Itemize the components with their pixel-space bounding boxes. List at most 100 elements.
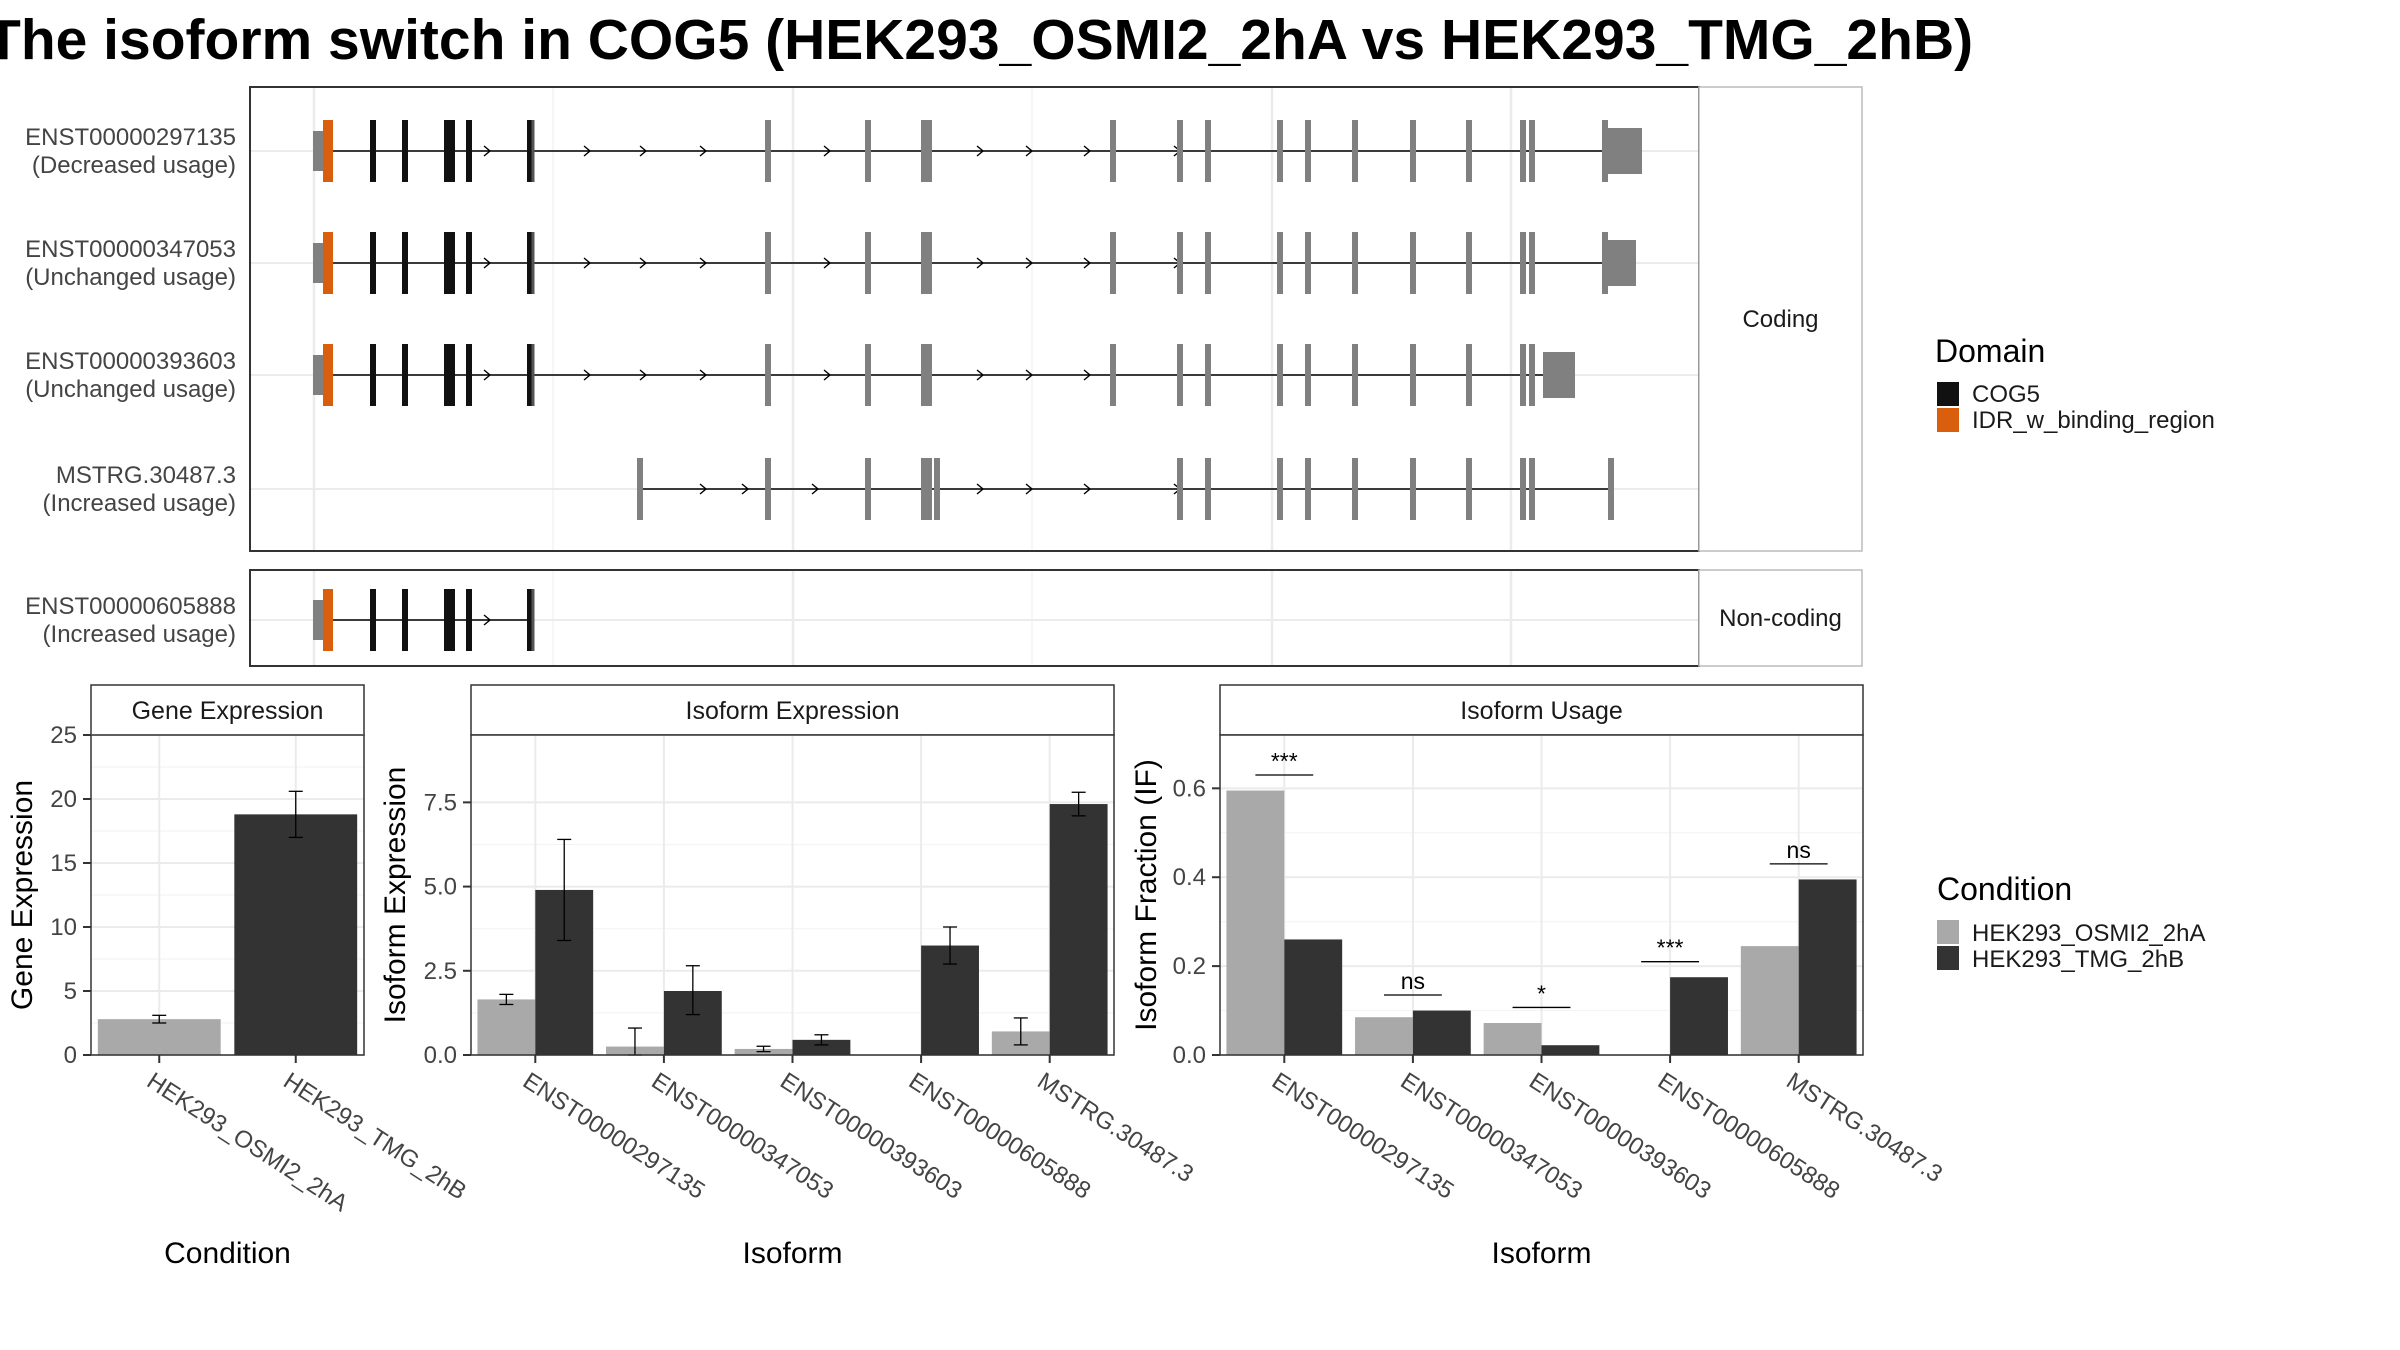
exon-block — [921, 458, 927, 520]
domain-legend-label: COG5 — [1972, 381, 2040, 408]
exon-block — [1529, 232, 1535, 294]
exon-block — [370, 120, 376, 182]
exon-block — [765, 232, 771, 294]
exon-block — [527, 344, 533, 406]
exon-block — [531, 344, 535, 406]
intron-direction-arrow — [741, 483, 750, 495]
transcript-id-label: ENST00000393603 — [25, 348, 236, 375]
condition-legend-label: HEK293_OSMI2_2hA — [1972, 920, 2205, 947]
facet-label-noncoding: Non-coding — [1719, 605, 1842, 632]
plot-area-border — [1219, 734, 1864, 1056]
exon-block — [313, 355, 325, 395]
panel-strip-title: Isoform Expression — [686, 697, 900, 725]
chart-title: The isoform switch in COG5 (HEK293_OSMI2… — [0, 8, 1974, 72]
intron-direction-arrow — [699, 257, 708, 269]
intron-direction-arrow — [1083, 369, 1092, 381]
exon-block — [765, 120, 771, 182]
plot-area-border — [470, 734, 1115, 1056]
x-axis-title: Isoform — [1491, 1237, 1591, 1270]
intron-direction-arrow — [639, 257, 648, 269]
y-axis-title: Isoform Expression — [379, 767, 412, 1024]
exon-block — [1177, 232, 1183, 294]
exon-block — [934, 458, 940, 520]
exon-block — [1602, 232, 1608, 294]
exon-block — [1602, 120, 1608, 182]
utr3-block — [1606, 128, 1642, 174]
bar — [792, 1039, 851, 1055]
bar — [477, 999, 536, 1055]
bar — [1670, 977, 1728, 1055]
exon-block — [926, 232, 932, 294]
bar — [1284, 939, 1343, 1055]
intron-direction-arrow — [583, 145, 592, 157]
utr3-block — [1606, 240, 1636, 286]
structure-panel-bg — [250, 570, 1699, 666]
transcript-id-label: MSTRG.30487.3 — [56, 462, 236, 489]
exon-block — [1352, 120, 1358, 182]
transcript-usage-label: (Unchanged usage) — [25, 376, 236, 403]
exon-block — [466, 232, 472, 294]
exon-block — [637, 458, 643, 520]
exon-block — [1305, 458, 1311, 520]
domain-legend-key — [1937, 408, 1959, 432]
exon-block — [402, 344, 408, 406]
exon-block — [1177, 458, 1183, 520]
exon-block — [1466, 344, 1472, 406]
exon-block — [865, 344, 871, 406]
y-tick-label: 0.0 — [424, 1042, 457, 1069]
y-tick-label: 0.6 — [1173, 775, 1206, 802]
bar — [1483, 1023, 1542, 1055]
exon-block — [1305, 120, 1311, 182]
bar — [1355, 1017, 1413, 1055]
intron-direction-arrow — [976, 369, 985, 381]
facet-strip-coding — [1698, 86, 1863, 552]
intron-direction-arrow — [639, 369, 648, 381]
intron-direction-arrow — [483, 145, 492, 157]
exon-block — [1608, 458, 1614, 520]
exon-block — [1205, 344, 1211, 406]
exon-block — [1529, 458, 1535, 520]
y-tick-label: 5 — [64, 978, 77, 1005]
transcript-usage-label: (Increased usage) — [43, 621, 236, 648]
y-tick-label: 25 — [50, 722, 77, 749]
significance-label: ns — [1401, 968, 1425, 994]
exon-block — [1410, 232, 1416, 294]
structure-panel-bg — [250, 87, 1699, 551]
intron-direction-arrow — [699, 145, 708, 157]
exon-block — [1205, 120, 1211, 182]
exon-block — [1466, 120, 1472, 182]
bar — [1541, 1045, 1600, 1055]
exon-block — [1205, 458, 1211, 520]
y-tick-label: 10 — [50, 914, 77, 941]
significance-label: ns — [1787, 837, 1811, 863]
y-tick-label: 7.5 — [424, 789, 457, 816]
exon-block — [1277, 120, 1283, 182]
transcript-usage-label: (Unchanged usage) — [25, 264, 236, 291]
exon-block — [370, 232, 376, 294]
exon-block — [1110, 232, 1116, 294]
domain-legend-label: IDR_w_binding_region — [1972, 407, 2215, 434]
exon-block — [527, 589, 533, 651]
exon-block — [1520, 458, 1526, 520]
y-tick-label: 5.0 — [424, 874, 457, 901]
exon-block — [765, 344, 771, 406]
bar — [1740, 946, 1799, 1055]
exon-block — [921, 344, 927, 406]
significance-label: * — [1537, 980, 1546, 1006]
intron-direction-arrow — [811, 483, 820, 495]
y-axis-title: Gene Expression — [6, 780, 39, 1010]
exon-block — [1520, 344, 1526, 406]
condition-legend-key — [1937, 920, 1959, 944]
exon-block — [865, 458, 871, 520]
exon-block — [1305, 232, 1311, 294]
exon-block — [444, 120, 450, 182]
exon-block — [1520, 232, 1526, 294]
transcript-usage-label: (Decreased usage) — [32, 152, 236, 179]
exon-block — [402, 232, 408, 294]
exon-block — [449, 232, 455, 294]
panel-strip — [470, 684, 1115, 736]
transcript-id-label: ENST00000347053 — [25, 236, 236, 263]
exon-block — [1277, 344, 1283, 406]
exon-block — [527, 232, 533, 294]
intron-direction-arrow — [976, 257, 985, 269]
